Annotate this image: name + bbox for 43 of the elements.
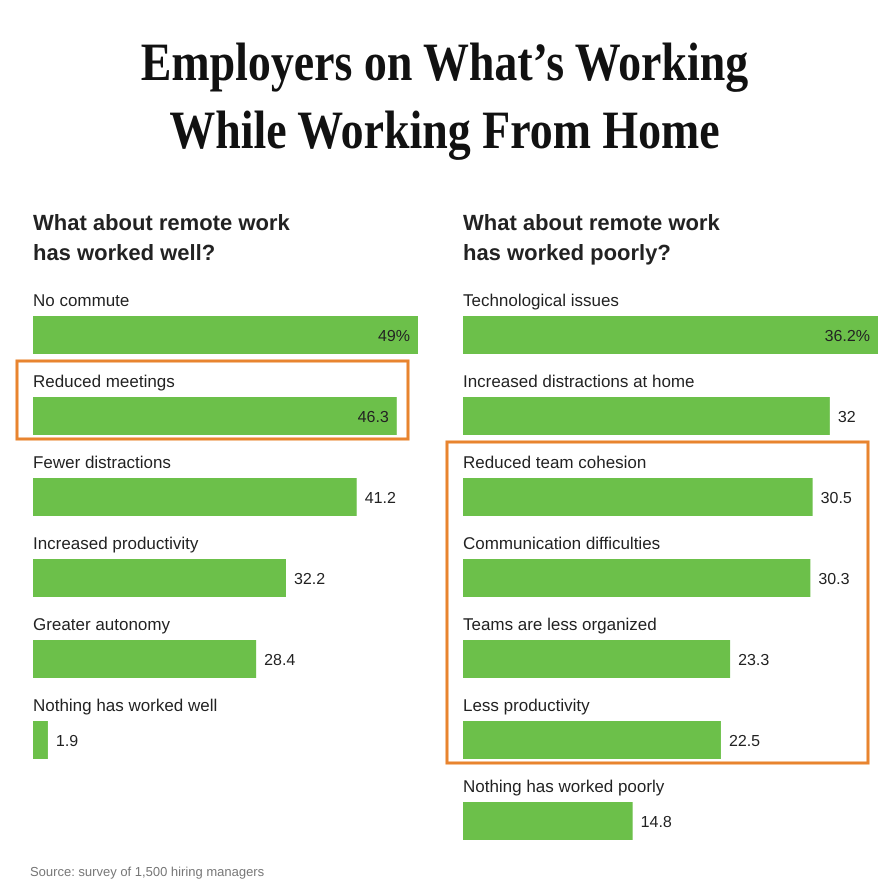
chart-subtitle: What about remote work has worked poorly?	[463, 210, 720, 265]
data-label: 30.3	[818, 571, 850, 588]
bar	[33, 721, 48, 759]
bar	[463, 559, 810, 597]
bar	[33, 316, 418, 354]
y-tick-label: Reduced meetings	[33, 372, 175, 391]
bar	[33, 478, 357, 516]
data-label: 23.3	[738, 652, 770, 669]
bar	[463, 397, 830, 435]
y-tick-label: Less productivity	[463, 696, 590, 715]
bar	[33, 397, 397, 435]
bar	[463, 721, 721, 759]
data-label: 32	[838, 409, 856, 426]
bar	[463, 640, 730, 678]
data-label: 22.5	[728, 733, 760, 750]
bar	[33, 640, 256, 678]
chart-title: Employers on What’s Working While Working From Home	[140, 32, 748, 161]
bar	[463, 316, 878, 354]
bar	[33, 559, 286, 597]
source-note: Source: survey of 1,500 hiring managers	[30, 864, 265, 879]
y-tick-label: Communication difficulties	[463, 534, 660, 553]
y-tick-label: Teams are less organized	[463, 615, 657, 634]
y-tick-label: Greater autonomy	[33, 615, 171, 634]
y-tick-label: No commute	[33, 291, 130, 310]
y-tick-label: Increased productivity	[33, 534, 199, 553]
data-label: 30.5	[820, 490, 852, 507]
data-label: 41.2	[364, 490, 396, 507]
y-tick-label: Fewer distractions	[33, 453, 171, 472]
data-label: 32.2	[294, 571, 326, 588]
data-label: 36.2%	[824, 328, 870, 345]
data-label: 14.8	[640, 814, 672, 831]
y-tick-label: Nothing has worked well	[33, 696, 218, 715]
chart-subtitle: What about remote work has worked well?	[33, 210, 290, 265]
bar	[463, 478, 813, 516]
y-tick-label: Nothing has worked poorly	[463, 777, 665, 796]
bar	[463, 802, 633, 840]
y-tick-label: Increased distractions at home	[463, 372, 695, 391]
data-label: 46.3	[358, 409, 389, 426]
data-label: 49%	[378, 328, 410, 345]
data-label: 1.9	[56, 733, 78, 750]
y-tick-label: Reduced team cohesion	[463, 453, 646, 472]
data-label: 28.4	[264, 652, 296, 669]
y-tick-label: Technological issues	[463, 291, 619, 310]
